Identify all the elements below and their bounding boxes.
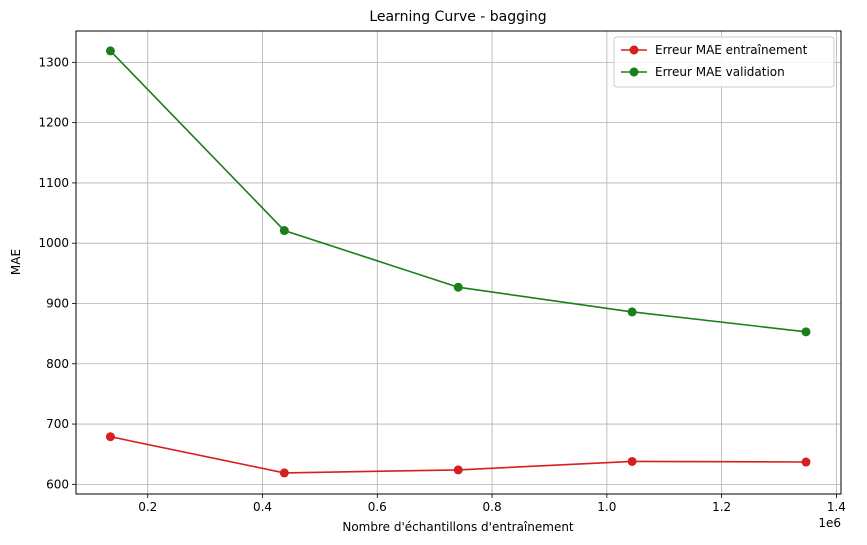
series-1 [105, 46, 811, 337]
x-tick-label: 0.8 [483, 500, 502, 514]
data-point [453, 282, 463, 292]
data-point [453, 465, 463, 475]
data-point [279, 226, 289, 236]
x-tick-label: 1.2 [712, 500, 731, 514]
chart-title: Learning Curve - bagging [369, 9, 546, 25]
data-point [801, 457, 811, 467]
y-tick-label: 600 [46, 477, 69, 491]
data-point [279, 468, 289, 478]
x-tick-label: 1.0 [597, 500, 616, 514]
legend: Erreur MAE entraînement Erreur MAE valida… [613, 36, 835, 88]
legend-box [613, 36, 835, 88]
legend-item: Erreur MAE validation [621, 65, 785, 79]
data-point [105, 432, 115, 442]
data-point [627, 456, 637, 466]
legend-label: Erreur MAE entraînement [655, 43, 808, 57]
y-tick-label: 1000 [38, 236, 69, 250]
x-tick-label: 0.6 [368, 500, 387, 514]
legend-marker [629, 45, 639, 55]
y-axis-label: MAE [9, 249, 23, 275]
legend-label: Erreur MAE validation [655, 65, 785, 79]
x-axis-label: Nombre d'échantillons d'entraînement [342, 520, 574, 534]
y-tick-label: 1200 [38, 116, 69, 130]
grid [76, 31, 841, 494]
x-axis: 0.2 0.4 0.6 0.8 1.0 1.2 1.4 [138, 494, 846, 514]
series-0 [105, 432, 811, 478]
x-axis-offset-label: 1e6 [818, 516, 841, 530]
data-point [105, 46, 115, 56]
legend-marker [629, 67, 639, 77]
x-tick-label: 1.4 [827, 500, 846, 514]
x-tick-label: 0.2 [138, 500, 157, 514]
y-tick-label: 1300 [38, 55, 69, 69]
plot-frame [75, 30, 842, 495]
x-tick-label: 0.4 [253, 500, 272, 514]
y-tick-label: 900 [46, 296, 69, 310]
y-axis: 600 700 800 900 1000 1100 1200 1300 [38, 55, 76, 491]
data-point [627, 307, 637, 317]
series-lines [105, 46, 811, 478]
y-tick-label: 800 [46, 357, 69, 371]
legend-item: Erreur MAE entraînement [621, 43, 808, 57]
data-point [801, 327, 811, 337]
y-tick-label: 700 [46, 417, 69, 431]
y-tick-label: 1100 [38, 176, 69, 190]
